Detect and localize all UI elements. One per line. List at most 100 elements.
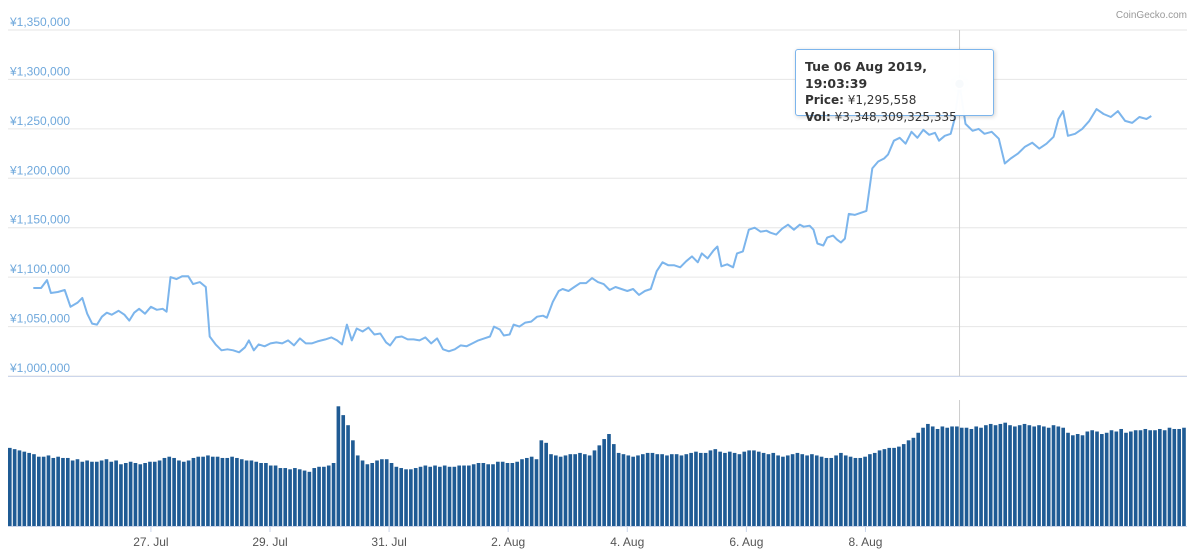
volume-bar: [1100, 434, 1104, 526]
volume-bar: [568, 454, 573, 526]
volume-bar: [428, 466, 433, 526]
x-tick-label: 31. Jul: [371, 535, 406, 549]
volume-bar: [191, 457, 196, 526]
volume-bar: [1109, 430, 1114, 526]
volume-bar: [273, 465, 278, 526]
volume-bar: [529, 456, 534, 526]
volume-bar: [27, 452, 31, 526]
volume-bar: [394, 466, 399, 526]
volume-bar: [645, 452, 650, 526]
volume-bar: [993, 425, 998, 526]
volume-bar: [317, 466, 321, 526]
volume-bar: [554, 455, 558, 526]
volume-bar: [785, 455, 790, 526]
volume-bar: [157, 460, 162, 526]
volume-bar: [766, 454, 771, 526]
x-tick-label: 2. Aug: [491, 535, 525, 549]
volume-bar: [1104, 432, 1109, 526]
volume-bar: [423, 465, 428, 526]
volume-bar: [679, 455, 684, 526]
volume-bar: [752, 450, 756, 526]
volume-bar: [312, 468, 317, 526]
volume-bar: [491, 464, 495, 526]
volume-bar: [684, 454, 689, 526]
volume-bar: [829, 457, 834, 526]
volume-bar: [534, 459, 539, 526]
volume-bar: [1066, 432, 1070, 526]
volume-bar: [1114, 431, 1119, 526]
y-tick-label: ¥1,300,000: [9, 64, 70, 78]
volume-bar: [1056, 426, 1061, 526]
volume-bar: [17, 450, 22, 526]
volume-bar: [858, 457, 863, 526]
volume-bar: [848, 456, 853, 526]
volume-bar: [133, 463, 138, 526]
volume-bar: [496, 461, 500, 526]
volume-bar: [307, 471, 312, 526]
volume-bar: [655, 454, 660, 526]
volume-bar: [99, 460, 104, 526]
credit-label[interactable]: CoinGecko.com: [1116, 10, 1187, 21]
volume-bar: [128, 461, 133, 526]
volume-bar: [607, 434, 611, 526]
volume-bar: [631, 456, 635, 526]
volume-bar: [940, 426, 945, 526]
volume-bar: [476, 463, 481, 526]
volume-bar: [611, 444, 616, 526]
volume-bar: [486, 464, 490, 526]
volume-bar: [959, 427, 964, 526]
volume-bar: [640, 454, 645, 526]
y-tick-label: ¥1,200,000: [9, 163, 70, 177]
volume-bar: [94, 461, 99, 526]
volume-bar: [544, 442, 548, 526]
volume-bar: [61, 457, 65, 526]
volume-bar: [1061, 427, 1066, 526]
volume-bar: [708, 450, 713, 526]
volume-bar: [80, 461, 85, 526]
volume-bar: [771, 452, 776, 526]
volume-bar: [1075, 434, 1080, 526]
volume-bar: [370, 463, 375, 526]
volume-bar: [660, 454, 664, 526]
volume-bar: [853, 457, 858, 526]
volume-bar: [732, 452, 737, 526]
volume-bar: [790, 454, 795, 526]
volume-bar: [148, 461, 152, 526]
volume-bar: [669, 454, 674, 526]
volume-bar: [225, 457, 230, 526]
volume-bar: [520, 459, 524, 526]
tooltip-price-value: ¥1,295,558: [847, 93, 917, 107]
volume-bar: [1167, 427, 1172, 526]
volume-bar: [1129, 431, 1133, 526]
volume-bar: [510, 463, 515, 526]
tooltip-date: Tue 06 Aug 2019, 19:03:39: [805, 59, 928, 91]
volume-bar: [177, 460, 181, 526]
y-axis-labels: ¥1,000,000 ¥1,050,000 ¥1,100,000 ¥1,150,000…: [9, 15, 70, 375]
volume-bar: [331, 463, 336, 526]
volume-bar: [587, 455, 592, 526]
volume-bar: [1046, 427, 1051, 526]
volume-bar: [442, 465, 447, 526]
x-tick-label: 27. Jul: [133, 535, 168, 549]
volume-bar: [138, 464, 143, 526]
volume-bar: [800, 454, 805, 526]
volume-bar: [1162, 430, 1167, 526]
volume-bar: [283, 468, 288, 526]
volume-bar: [713, 449, 718, 526]
volume-bar: [674, 454, 679, 526]
volume-bar: [12, 449, 17, 526]
volume-bar: [51, 457, 56, 526]
volume-bar: [872, 452, 877, 526]
volume-bar: [244, 460, 249, 526]
volume-bar: [206, 455, 210, 526]
volume-bar: [723, 452, 727, 526]
volume-bar: [602, 439, 606, 526]
volume-bar: [921, 427, 925, 526]
volume-bar: [839, 452, 843, 526]
volume-bar: [1085, 431, 1090, 526]
volume-bar: [341, 415, 346, 526]
volume-bar: [1119, 428, 1123, 526]
volume-bar: [1017, 425, 1022, 526]
volume-bar: [626, 455, 631, 526]
